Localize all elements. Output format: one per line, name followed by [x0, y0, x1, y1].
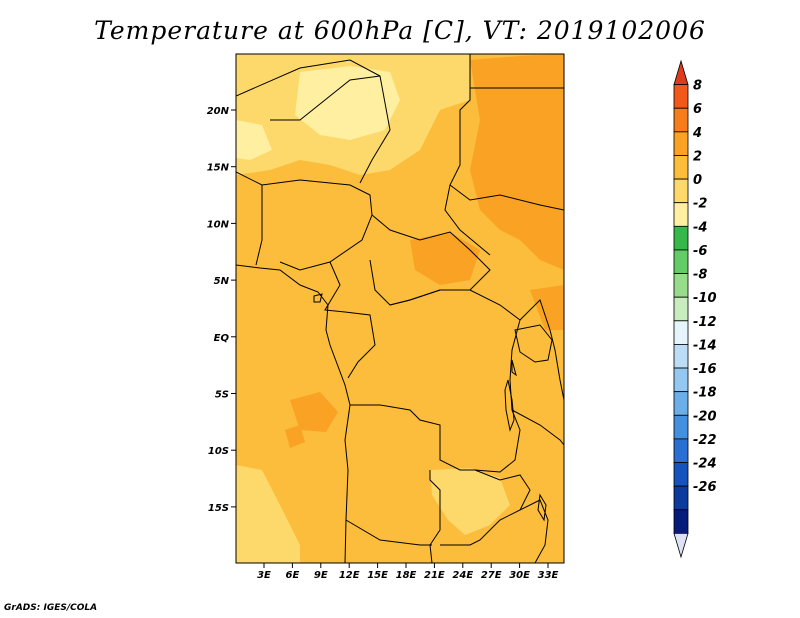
- colorbar-segment: [673, 532, 689, 559]
- colorbar-segment: [673, 462, 689, 487]
- colorbar-segment: [673, 155, 689, 180]
- colorbar-label: -20: [693, 409, 717, 424]
- field-coolest-region-nw: [236, 120, 272, 160]
- colorbar-segment: [673, 131, 689, 156]
- lat-tick-label: 15S: [208, 503, 229, 514]
- colorbar-segment: [673, 320, 689, 345]
- field-warm-region-east: [470, 54, 564, 270]
- border-malawi: [519, 499, 549, 563]
- lon-tick-label: 12E: [339, 570, 360, 581]
- border-angola-drc: [350, 404, 475, 471]
- border-benin-togo: [255, 185, 263, 266]
- lat-tick-label: 20N: [207, 106, 230, 117]
- lake-malawi: [537, 493, 547, 522]
- colorbar-label: 6: [693, 102, 702, 117]
- colorbar-segment: [673, 225, 689, 251]
- field-coolest-region-north: [295, 66, 400, 140]
- lon-tick-label: 6E: [286, 570, 300, 581]
- colorbar: 8 6 4 2 0 -2 -4 -6 -8 -10 -12 -14 -16 -18 -20 -22 -24 -26: [673, 59, 717, 559]
- colorbar-segment: [673, 202, 689, 227]
- coastline-west: [236, 264, 351, 563]
- latitude-axis: 20N 15N 10N 5N EQ 5S 10S 15S: [207, 106, 236, 514]
- lat-tick-label: 15N: [207, 163, 230, 174]
- border-tanzania: [511, 409, 564, 446]
- lat-tick-label: 5S: [215, 390, 229, 401]
- lakes: [313, 293, 547, 522]
- border-drc-north: [389, 289, 521, 321]
- colorbar-label: 0: [693, 173, 702, 188]
- colorbar-label: -22: [693, 433, 717, 448]
- lon-tick-label: 3E: [257, 570, 271, 581]
- colorbar-segment: [673, 107, 689, 133]
- lon-tick-label: 9E: [314, 570, 328, 581]
- border-nigeria: [236, 171, 373, 271]
- lon-tick-label: 24E: [452, 570, 473, 581]
- colorbar-segment: [673, 84, 689, 109]
- border-sahel-west: [270, 75, 381, 121]
- lat-tick-label: EQ: [214, 333, 230, 344]
- field-warm-region-central: [410, 232, 480, 285]
- colorbar-label: 4: [692, 126, 702, 141]
- colorbar-label: 8: [693, 79, 702, 94]
- colorbar-segment: [673, 485, 689, 511]
- lon-tick-label: 33E: [538, 570, 559, 581]
- colorbar-segment: [673, 414, 689, 440]
- border-drc-east: [474, 319, 521, 473]
- colorbar-segment: [673, 344, 689, 369]
- colorbar-label: 2: [693, 149, 702, 164]
- lake-tanganyika: [504, 379, 515, 432]
- map-frame: [235, 53, 565, 564]
- country-borders: [236, 54, 564, 563]
- border-chad-east: [390, 54, 491, 256]
- lat-tick-label: 10N: [207, 219, 230, 230]
- lake-kivu: [511, 359, 517, 377]
- colorbar-segment: [673, 273, 689, 298]
- colorbar-label: -6: [693, 244, 707, 259]
- colorbar-segment: [673, 367, 689, 393]
- border-cameroon: [324, 261, 346, 313]
- colorbar-segment: [673, 509, 689, 534]
- lon-tick-label: 30E: [509, 570, 530, 581]
- colorbar-label: -2: [693, 197, 707, 212]
- lat-tick-label: 10S: [208, 446, 229, 457]
- colorbar-label: -26: [693, 480, 717, 495]
- colorbar-label: -12: [693, 315, 717, 330]
- colorbar-segment: [673, 249, 689, 274]
- colorbar-segment: [673, 59, 689, 86]
- colorbar-segment: [673, 178, 689, 204]
- border-angola-zambia: [429, 470, 441, 563]
- colorbar-segment: [673, 296, 689, 322]
- colorbar-label: -4: [693, 220, 707, 235]
- colorbar-label: -14: [693, 338, 717, 353]
- colorbar-label: -10: [693, 291, 717, 306]
- field-warm-region-southwest: [290, 392, 338, 432]
- colorbar-label: -24: [693, 457, 717, 472]
- colorbar-label: -18: [693, 386, 717, 401]
- colorbar-segment: [673, 438, 689, 463]
- temperature-field: [236, 54, 564, 563]
- lat-tick-label: 5N: [214, 276, 230, 287]
- field-cool-region-southwest: [236, 465, 300, 563]
- field-warm-region-far-south: [285, 425, 305, 448]
- border-congo: [344, 311, 376, 379]
- lon-tick-label: 15E: [367, 570, 388, 581]
- colorbar-segment: [673, 391, 689, 416]
- lon-tick-label: 21E: [424, 570, 445, 581]
- field-cool-region-south: [430, 468, 510, 535]
- border-lake-victoria: [514, 324, 553, 363]
- credit-text: GrADS: IGES/COLA: [4, 603, 98, 613]
- border-namibia: [345, 519, 432, 546]
- border-car: [369, 214, 491, 306]
- border-south-sudan: [449, 184, 564, 211]
- chart-title: Temperature at 600hPa [C], VT: 201910200…: [94, 16, 706, 45]
- lake-volta: [313, 293, 323, 303]
- field-warm-region-east-lakes: [530, 285, 564, 330]
- longitude-axis: 3E 6E 9E 12E 15E 18E 21E 24E 27E 30E 33E: [257, 563, 559, 581]
- colorbar-label: -8: [693, 268, 707, 283]
- lon-tick-label: 27E: [481, 570, 502, 581]
- lon-tick-label: 18E: [396, 570, 417, 581]
- colorbar-label: -16: [693, 362, 717, 377]
